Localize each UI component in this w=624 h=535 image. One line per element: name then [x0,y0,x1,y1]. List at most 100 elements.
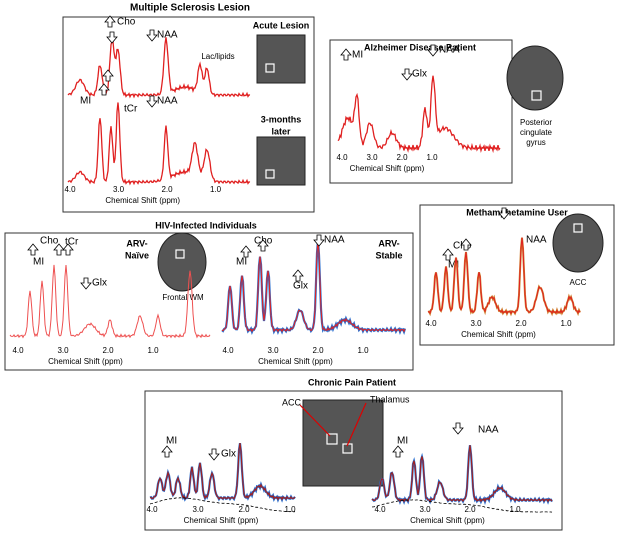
arrow-icon [240,245,252,258]
peak-label: Cho [117,17,136,28]
x-tick-label: 3.0 [192,505,204,514]
peak-label: NAA [157,96,178,107]
peak-label: Cho [453,241,472,252]
peak-label: MI [448,260,459,271]
arrow-icon [442,248,454,261]
x-tick-label: 3.0 [419,505,431,514]
arrow-icon [27,243,39,256]
x-tick-label: 4.0 [222,346,234,355]
peak-label: Cho [40,236,59,247]
arrow-icon [102,69,114,82]
x-tick-label: 1.0 [426,153,438,162]
arrow-icon [292,269,304,282]
peak-label: Lac/lipids [201,52,234,61]
region-label: Thalamus [370,394,410,404]
arrow-icon [146,95,158,108]
peak-label: NAA [478,425,499,436]
axis-label: Chemical Shift (ppm) [350,164,425,173]
arrow-icon [392,445,404,458]
spectrum [221,239,406,333]
image-label: gyrus [526,138,546,147]
arrow-icon [427,44,439,57]
arrow-icon [452,422,464,435]
panel-title: Chronic Pain Patient [308,377,396,387]
axis-label: Chemical Shift (ppm) [184,516,259,525]
spectrum [67,102,251,186]
arrow-icon [98,83,110,96]
peak-label: Glx [221,449,236,460]
peak-label: Glx [92,278,107,289]
image-label: Frontal WM [162,293,204,302]
image-label: 3-months [261,114,302,124]
arrow-icon [62,243,74,256]
image-label: ARV- [126,238,147,248]
spectrum [337,75,501,154]
region-label: ACC [282,397,302,407]
peak-label: NAA [526,235,547,246]
x-tick-label: 3.0 [366,153,378,162]
spectrum [371,445,553,503]
x-tick-label: 2.0 [102,346,114,355]
arrow-icon [106,31,118,44]
arrow-icon [208,448,220,461]
peak-label: tCr [65,237,79,248]
image-label: cingulate [520,128,553,137]
panel-box [329,39,513,184]
arrow-icon [498,207,510,220]
panel-box [4,232,414,371]
x-tick-label: 1.0 [284,505,296,514]
arrow-icon [401,68,413,81]
x-tick-label: 4.0 [425,319,437,328]
x-tick-label: 1.0 [509,505,521,514]
arrow-icon [340,48,352,61]
panel-title: Methamphetamine User [466,207,568,217]
spectrum [67,37,251,99]
image-label: Naïve [125,250,149,260]
spectrum [149,497,296,513]
peak-label: Glx [293,281,308,292]
arrow-icon [80,277,92,290]
peak-label: NAA [439,45,460,56]
roi-boxes [175,63,583,454]
image-label: ACC [570,278,587,287]
x-tick-label: 1.0 [210,185,222,194]
peak-label: Glx [412,69,427,80]
x-tick-label: 2.0 [464,505,476,514]
axis-label: Chemical Shift (ppm) [48,357,123,366]
x-tick-label: 2.0 [161,185,173,194]
panel-title: HIV-Infected Individuals [155,220,257,230]
brain-images [157,34,604,487]
x-tick-label: 1.0 [357,346,369,355]
peak-label: NAA [324,235,345,246]
image-label: Stable [375,250,402,260]
axis-label: Chemical Shift (ppm) [410,516,485,525]
spectrum [371,499,553,513]
x-tick-label: 4.0 [12,346,24,355]
image-label: ARV- [378,238,399,248]
axis-label: Chemical Shift (ppm) [258,357,333,366]
x-tick-label: 3.0 [470,319,482,328]
spectrum [427,237,581,315]
x-tick-label: 4.0 [64,185,76,194]
image-label: Posterior [520,118,552,127]
x-tick-label: 2.0 [515,319,527,328]
arrow-icon [146,29,158,42]
arrow-icon [313,234,325,247]
spectrum [9,264,211,339]
x-tick-label: 2.0 [312,346,324,355]
x-tick-label: 3.0 [267,346,279,355]
axis-label: Chemical Shift (ppm) [461,330,536,339]
x-tick-label: 4.0 [336,153,348,162]
arrow-icon [257,239,269,252]
peak-label: MI [80,96,91,107]
pointer-lines [299,402,367,447]
panel-title: Alzheimer Disease Patient [364,42,476,52]
peak-label: MI [352,50,363,61]
spectrum [149,443,296,501]
peak-label: MI [236,257,247,268]
x-tick-label: 2.0 [396,153,408,162]
arrow-icon [460,238,472,251]
peak-label: MI [166,436,177,447]
x-tick-label: 3.0 [57,346,69,355]
peak-label: NAA [157,30,178,41]
